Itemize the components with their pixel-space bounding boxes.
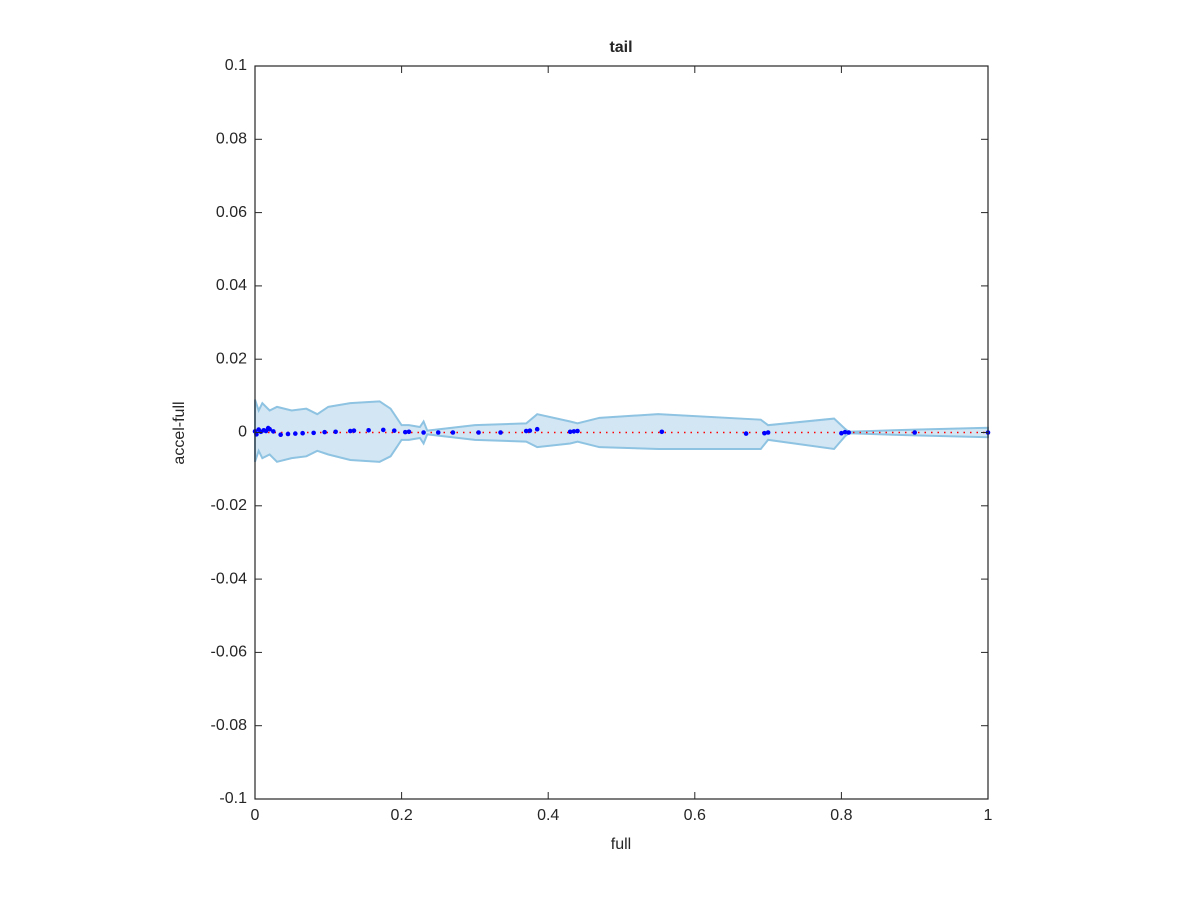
data-point — [293, 431, 298, 436]
data-point — [311, 430, 316, 436]
data-point — [435, 430, 441, 435]
data-point — [567, 429, 573, 435]
y-tick-label: -0.1 — [219, 790, 247, 807]
data-point — [406, 429, 412, 435]
data-point — [450, 430, 456, 435]
y-tick-label: 0.02 — [216, 350, 247, 367]
confidence-band — [254, 399, 989, 463]
y-tick-label: 0.1 — [225, 57, 247, 74]
y-tick-label: 0.06 — [216, 204, 247, 221]
data-point — [271, 429, 276, 434]
data-point — [912, 430, 917, 435]
data-point — [391, 428, 397, 433]
data-point — [421, 430, 426, 435]
x-tick-label: 0.4 — [537, 807, 559, 824]
y-tick-label: 0 — [238, 424, 247, 441]
data-point — [322, 429, 327, 435]
data-point — [534, 426, 540, 432]
x-tick-label: 0.8 — [830, 807, 852, 824]
data-point — [285, 431, 291, 437]
y-tick-label: 0.04 — [216, 277, 247, 294]
y-tick-label: -0.06 — [211, 644, 248, 661]
data-point — [476, 430, 481, 435]
data-point — [366, 428, 371, 433]
data-point — [267, 426, 272, 432]
y-tick-label: 0.08 — [216, 131, 247, 148]
data-point — [575, 428, 580, 434]
x-tick-label: 0.2 — [390, 807, 412, 824]
x-tick-label: 1 — [984, 807, 993, 824]
data-point — [300, 430, 305, 436]
chart-title: tail — [609, 39, 632, 56]
data-point — [402, 429, 408, 435]
data-point — [743, 431, 749, 436]
data-point — [333, 429, 338, 435]
data-point — [278, 432, 283, 437]
data-point — [762, 430, 767, 436]
data-point — [765, 430, 771, 435]
data-point — [527, 428, 533, 433]
data-point — [846, 430, 852, 435]
data-point — [839, 430, 844, 436]
y-axis-label: accel-full — [171, 401, 188, 464]
x-tick-label: 0 — [251, 807, 260, 824]
data-point — [571, 429, 577, 434]
y-tick-label: -0.02 — [211, 497, 248, 514]
y-tick-label: -0.08 — [211, 717, 248, 734]
x-axis-label: full — [611, 836, 631, 853]
y-tick-label: -0.04 — [211, 570, 248, 587]
data-point — [523, 428, 529, 434]
data-point — [351, 428, 357, 433]
x-tick-label: 0.6 — [684, 807, 706, 824]
data-point — [380, 427, 386, 433]
data-point — [659, 429, 665, 435]
data-point — [347, 428, 353, 434]
data-point — [498, 430, 503, 435]
data-point — [842, 429, 848, 435]
